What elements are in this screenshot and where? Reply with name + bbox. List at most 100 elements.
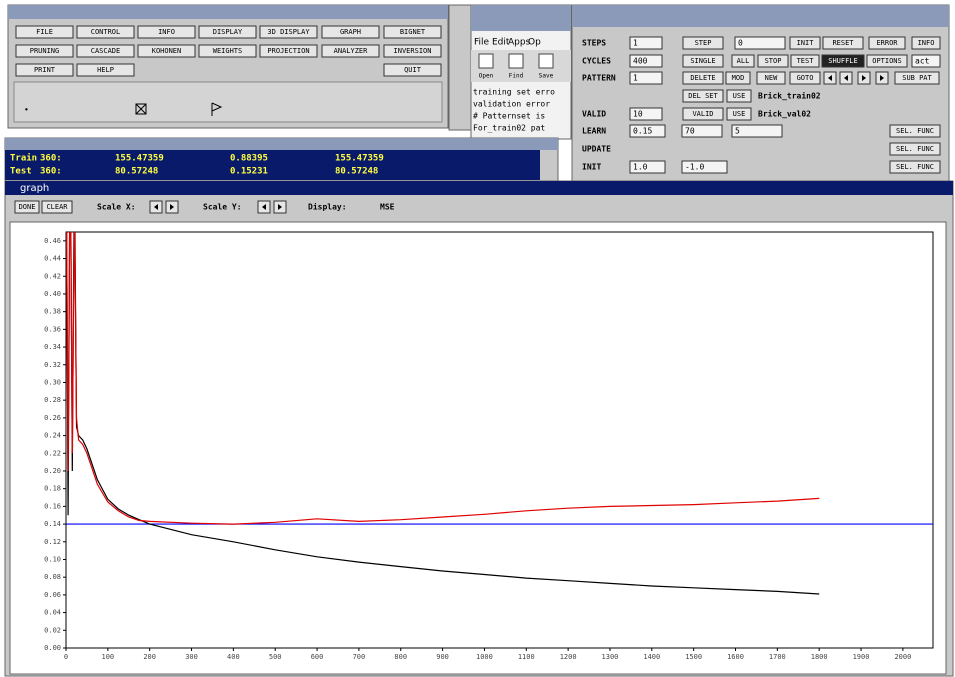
text-field[interactable] — [629, 160, 666, 174]
button[interactable] — [790, 54, 820, 68]
button[interactable] — [725, 71, 751, 85]
button[interactable] — [76, 44, 135, 58]
button[interactable] — [137, 25, 196, 39]
button-label[interactable]: DEL SET — [688, 92, 718, 100]
button[interactable] — [41, 200, 73, 214]
button[interactable] — [889, 160, 941, 174]
button-label[interactable]: STOP — [765, 57, 782, 65]
button[interactable] — [14, 200, 40, 214]
field-value[interactable]: 0 — [738, 39, 743, 48]
text-field[interactable] — [629, 54, 663, 68]
button-label[interactable]: SINGLE — [690, 57, 715, 65]
field-value[interactable]: 5 — [735, 127, 740, 136]
button[interactable] — [866, 54, 908, 68]
field-value[interactable]: 400 — [633, 57, 648, 66]
field-value[interactable]: act — [915, 57, 930, 66]
button-label[interactable]: GRAPH — [340, 28, 361, 36]
text-field[interactable] — [731, 124, 783, 138]
button[interactable] — [321, 25, 380, 39]
button-label[interactable]: INFO — [158, 28, 175, 36]
button[interactable] — [889, 124, 941, 138]
button-label[interactable]: INIT — [797, 39, 815, 47]
text-field[interactable] — [629, 71, 663, 85]
button[interactable] — [321, 44, 380, 58]
button[interactable] — [76, 63, 135, 77]
button[interactable] — [868, 36, 906, 50]
field-value[interactable]: 10 — [633, 110, 643, 119]
button-label[interactable]: PROJECTION — [267, 47, 309, 55]
button[interactable] — [756, 71, 786, 85]
text-field[interactable] — [734, 36, 786, 50]
button[interactable] — [76, 25, 135, 39]
button[interactable] — [889, 142, 941, 156]
button-label[interactable]: PRUNING — [30, 47, 60, 55]
button[interactable] — [821, 54, 865, 68]
field-value[interactable]: -1.0 — [685, 163, 704, 172]
toolbar-icon[interactable] — [538, 53, 554, 69]
button-label[interactable]: NEW — [765, 74, 778, 82]
button-label[interactable]: VALID — [692, 110, 713, 118]
text-field[interactable] — [629, 107, 663, 121]
button-label[interactable]: KOHONEN — [152, 47, 182, 55]
field-value[interactable]: 1 — [633, 39, 638, 48]
text-field[interactable] — [629, 36, 663, 50]
button[interactable] — [682, 71, 724, 85]
button[interactable] — [789, 36, 821, 50]
button-label[interactable]: TEST — [797, 57, 815, 65]
button[interactable] — [198, 44, 257, 58]
button-label[interactable]: CASCADE — [91, 47, 121, 55]
button[interactable] — [822, 36, 864, 50]
button[interactable] — [682, 89, 724, 103]
button-label[interactable]: DELETE — [690, 74, 715, 82]
button-label[interactable]: OPTIONS — [872, 57, 902, 65]
button-label[interactable]: DISPLAY — [213, 28, 243, 36]
button-label[interactable]: USE — [733, 92, 746, 100]
button[interactable] — [198, 25, 257, 39]
button[interactable] — [726, 107, 752, 121]
field-value[interactable]: 70 — [685, 127, 695, 136]
button-label[interactable]: MOD — [732, 74, 745, 82]
button[interactable] — [726, 89, 752, 103]
text-field[interactable] — [911, 54, 941, 68]
text-field[interactable] — [681, 160, 728, 174]
button[interactable] — [757, 54, 789, 68]
button[interactable] — [682, 54, 724, 68]
button-label[interactable]: SEL. FUNC — [896, 127, 934, 135]
button[interactable] — [894, 71, 940, 85]
button-label[interactable]: PRINT — [34, 66, 56, 74]
button-label[interactable]: WEIGHTS — [213, 47, 243, 55]
button-label[interactable]: CONTROL — [91, 28, 121, 36]
field-value[interactable]: 0.15 — [633, 127, 652, 136]
button-label[interactable]: FILE — [36, 28, 53, 36]
button-label[interactable]: SHUFFLE — [828, 57, 858, 65]
button[interactable] — [15, 63, 74, 77]
button-label[interactable]: ALL — [737, 57, 750, 65]
button-label[interactable]: QUIT — [404, 66, 422, 74]
button[interactable] — [682, 107, 724, 121]
button-label[interactable]: USE — [733, 110, 746, 118]
field-value[interactable]: 1 — [633, 74, 638, 83]
button[interactable] — [15, 25, 74, 39]
button[interactable] — [682, 36, 724, 50]
button[interactable] — [15, 44, 74, 58]
button-label[interactable]: ANALYZER — [334, 47, 369, 55]
field-value[interactable]: 1.0 — [633, 163, 648, 172]
button[interactable] — [789, 71, 821, 85]
button-label[interactable]: RESET — [832, 39, 854, 47]
toolbar-icon[interactable] — [478, 53, 494, 69]
button-label[interactable]: SUB PAT — [902, 74, 932, 82]
button[interactable] — [731, 54, 755, 68]
text-field[interactable] — [681, 124, 723, 138]
text-field[interactable] — [629, 124, 666, 138]
button-label[interactable]: BIGNET — [400, 28, 426, 36]
button[interactable] — [383, 44, 442, 58]
button[interactable] — [383, 63, 442, 77]
button-label[interactable]: CLEAR — [46, 203, 68, 211]
button-label[interactable]: HELP — [97, 66, 114, 74]
button-label[interactable]: SEL. FUNC — [896, 163, 934, 171]
button-label[interactable]: INVERSION — [394, 47, 432, 55]
button[interactable] — [911, 36, 941, 50]
button-label[interactable]: STEP — [695, 39, 712, 47]
toolbar-icon[interactable] — [508, 53, 524, 69]
button-label[interactable]: 3D DISPLAY — [267, 28, 310, 36]
